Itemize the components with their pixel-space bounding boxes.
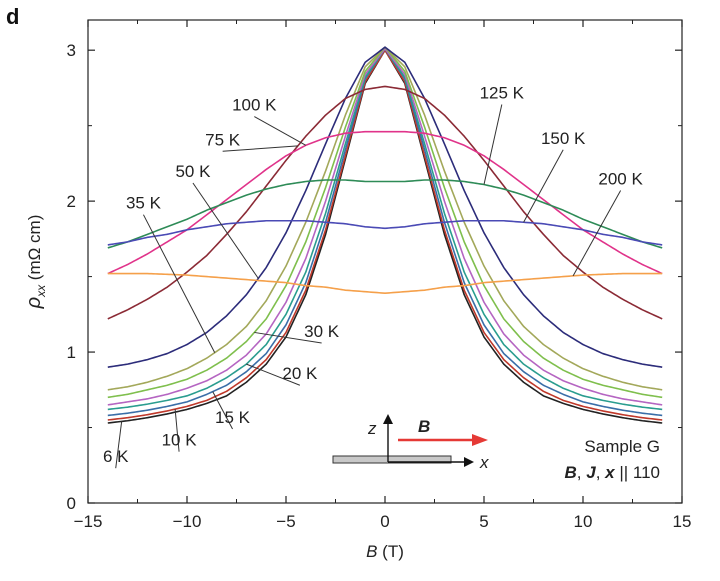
series-line-12 (107, 272, 663, 295)
series-label-10: 150 K (541, 129, 586, 148)
series-line-10 (107, 179, 663, 249)
leader-line-1 (174, 409, 180, 452)
x-tick-label-3: 0 (380, 512, 389, 531)
leader-line-4 (254, 331, 322, 344)
y-axis-title: ρxx (mΩ cm) (23, 215, 48, 310)
inset-z-label: z (367, 419, 377, 438)
x-tick-label-1: −10 (173, 512, 202, 531)
series-line-4 (107, 47, 663, 406)
y-tick-label-2: 2 (67, 192, 76, 211)
sample-condition: B, J, x || 110 (564, 463, 660, 482)
series-label-7: 75 K (205, 130, 241, 149)
curves-group (107, 46, 663, 424)
series-label-9: 125 K (480, 83, 525, 102)
field-geometry-inset: z x B (332, 414, 489, 472)
series-label-8: 100 K (232, 96, 277, 115)
leader-line-8 (254, 116, 307, 146)
x-tick-label-4: 5 (479, 512, 488, 531)
inset-x-label: x (479, 453, 489, 472)
sample-slab (332, 455, 452, 464)
leader-line-7 (222, 145, 298, 152)
sample-name: Sample G (584, 437, 660, 456)
leader-line-10 (523, 149, 564, 223)
y-tick-label-3: 3 (67, 41, 76, 60)
series-line-6 (107, 46, 663, 391)
x-tick-label-5: 10 (574, 512, 593, 531)
series-line-11 (107, 219, 663, 246)
series-line-2 (107, 47, 663, 417)
leader-line-2 (212, 391, 233, 430)
series-line-8 (107, 85, 663, 320)
sample-legend: Sample G B, J, x || 110 (564, 437, 660, 482)
series-label-3: 20 K (282, 364, 318, 383)
series-label-4: 30 K (304, 322, 340, 341)
leader-line-11 (572, 190, 622, 277)
series-label-5: 35 K (126, 194, 162, 213)
x-arrowhead-icon (464, 457, 474, 467)
y-tick-label-1: 1 (67, 343, 76, 362)
leader-line-5 (142, 214, 216, 353)
field-arrowhead-icon (472, 434, 488, 446)
series-label-1: 10 K (162, 431, 198, 450)
panel-letter: d (6, 4, 20, 29)
x-tick-label-6: 15 (673, 512, 692, 531)
leader-line-9 (483, 104, 503, 185)
y-tick-label-0: 0 (67, 494, 76, 513)
z-arrowhead-icon (383, 414, 393, 424)
series-line-1 (107, 49, 663, 421)
x-tick-label-0: −15 (74, 512, 103, 531)
series-line-5 (107, 46, 663, 399)
series-labels-group: 6 K 10 K 15 K 20 K 30 K 35 K 50 K 75 K 100 K 125 … (103, 83, 643, 469)
series-line-7 (107, 46, 663, 368)
series-label-0: 6 K (103, 447, 129, 466)
series-line-9 (107, 130, 663, 275)
axes-group: −15 −10 −5 0 5 10 15 0 1 2 3 B (T) ρxx (mΩ cm) (23, 19, 692, 561)
inset-field-label: B (418, 417, 430, 436)
leader-line-6 (192, 182, 259, 279)
x-axis-title: B (T) (366, 542, 404, 561)
series-label-2: 15 K (215, 408, 251, 427)
series-label-11: 200 K (598, 170, 643, 189)
leader-line-0 (115, 421, 123, 469)
series-label-6: 50 K (175, 162, 211, 181)
leader-line-3 (246, 363, 301, 386)
x-tick-label-2: −5 (276, 512, 295, 531)
